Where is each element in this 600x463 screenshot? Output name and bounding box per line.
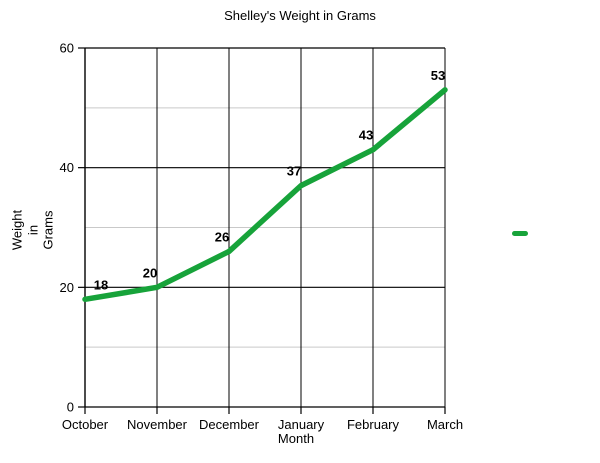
y-tick-label: 60 [60,41,74,56]
data-point-label: 20 [143,265,157,280]
x-axis-label: Month [277,431,315,446]
y-axis-label-line: Grams [40,210,56,250]
x-tick-label: February [347,417,400,432]
y-tick-label: 40 [60,160,74,175]
y-axis-label-line: Weight [9,209,25,251]
x-tick-label: October [62,417,109,432]
x-tick-label: November [127,417,188,432]
y-tick-label: 0 [67,400,74,415]
data-series-line [82,87,448,303]
data-point-label: 37 [287,164,301,179]
y-axis-label: Weight in Grams [10,210,57,250]
x-tick-label: December [199,417,260,432]
data-point-label: 18 [94,277,108,292]
x-tick-label: March [427,417,463,432]
x-tick-label: January [278,417,325,432]
data-point-label: 53 [431,68,445,83]
y-axis-label-line: in [25,224,41,236]
data-point-label: 26 [215,229,229,244]
chart-title: Shelley's Weight in Grams [224,8,376,23]
legend-line-marker [512,231,528,236]
y-tick-label: 20 [60,280,74,295]
data-point-label: 43 [359,128,373,143]
